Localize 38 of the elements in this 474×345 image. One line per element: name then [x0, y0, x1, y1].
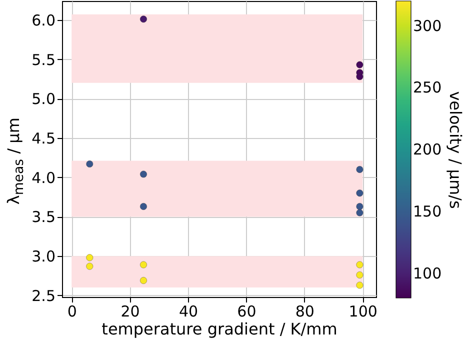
y-tick-label: 4.5 [32, 129, 56, 148]
x-tick-label: 100 [348, 302, 378, 320]
point [356, 190, 364, 197]
point [356, 166, 364, 174]
y-tick-label: 2.5 [32, 286, 56, 305]
point [86, 160, 94, 168]
point [356, 271, 364, 279]
point [140, 261, 148, 268]
y-tick-label: 6.0 [32, 11, 56, 30]
point [356, 202, 364, 210]
point [356, 61, 364, 68]
x-tick-label: 60 [237, 302, 256, 320]
point [140, 16, 148, 23]
x-tick-label: 0 [67, 302, 77, 320]
point [356, 209, 364, 216]
point [356, 73, 364, 80]
x-axis-title: temperature gradient / K/mm [102, 320, 338, 338]
point [140, 170, 148, 178]
color-bar-label: 100 [413, 264, 442, 282]
point [86, 262, 94, 270]
color-bar-label: 200 [413, 140, 442, 158]
color-bar-title: velocity / µm/s [446, 91, 465, 209]
y-tick-label: 5.0 [32, 90, 56, 108]
point [356, 261, 364, 268]
point [86, 254, 94, 262]
x-tick-label: 80 [295, 302, 314, 320]
color-bar-label: 150 [413, 202, 442, 220]
y-tick-label: 3.0 [32, 248, 56, 266]
y-tick-label: 4.0 [32, 168, 56, 187]
x-tick-label: 40 [178, 302, 198, 320]
point [140, 202, 148, 210]
point [356, 282, 364, 289]
y-tick-label: 3.5 [32, 208, 56, 226]
x-tick-label: 20 [120, 302, 140, 320]
y-tick-label: 5.5 [32, 50, 56, 69]
color-bar-label: 250 [413, 78, 442, 97]
point [140, 276, 148, 284]
color-bar-label: 300 [413, 16, 442, 35]
